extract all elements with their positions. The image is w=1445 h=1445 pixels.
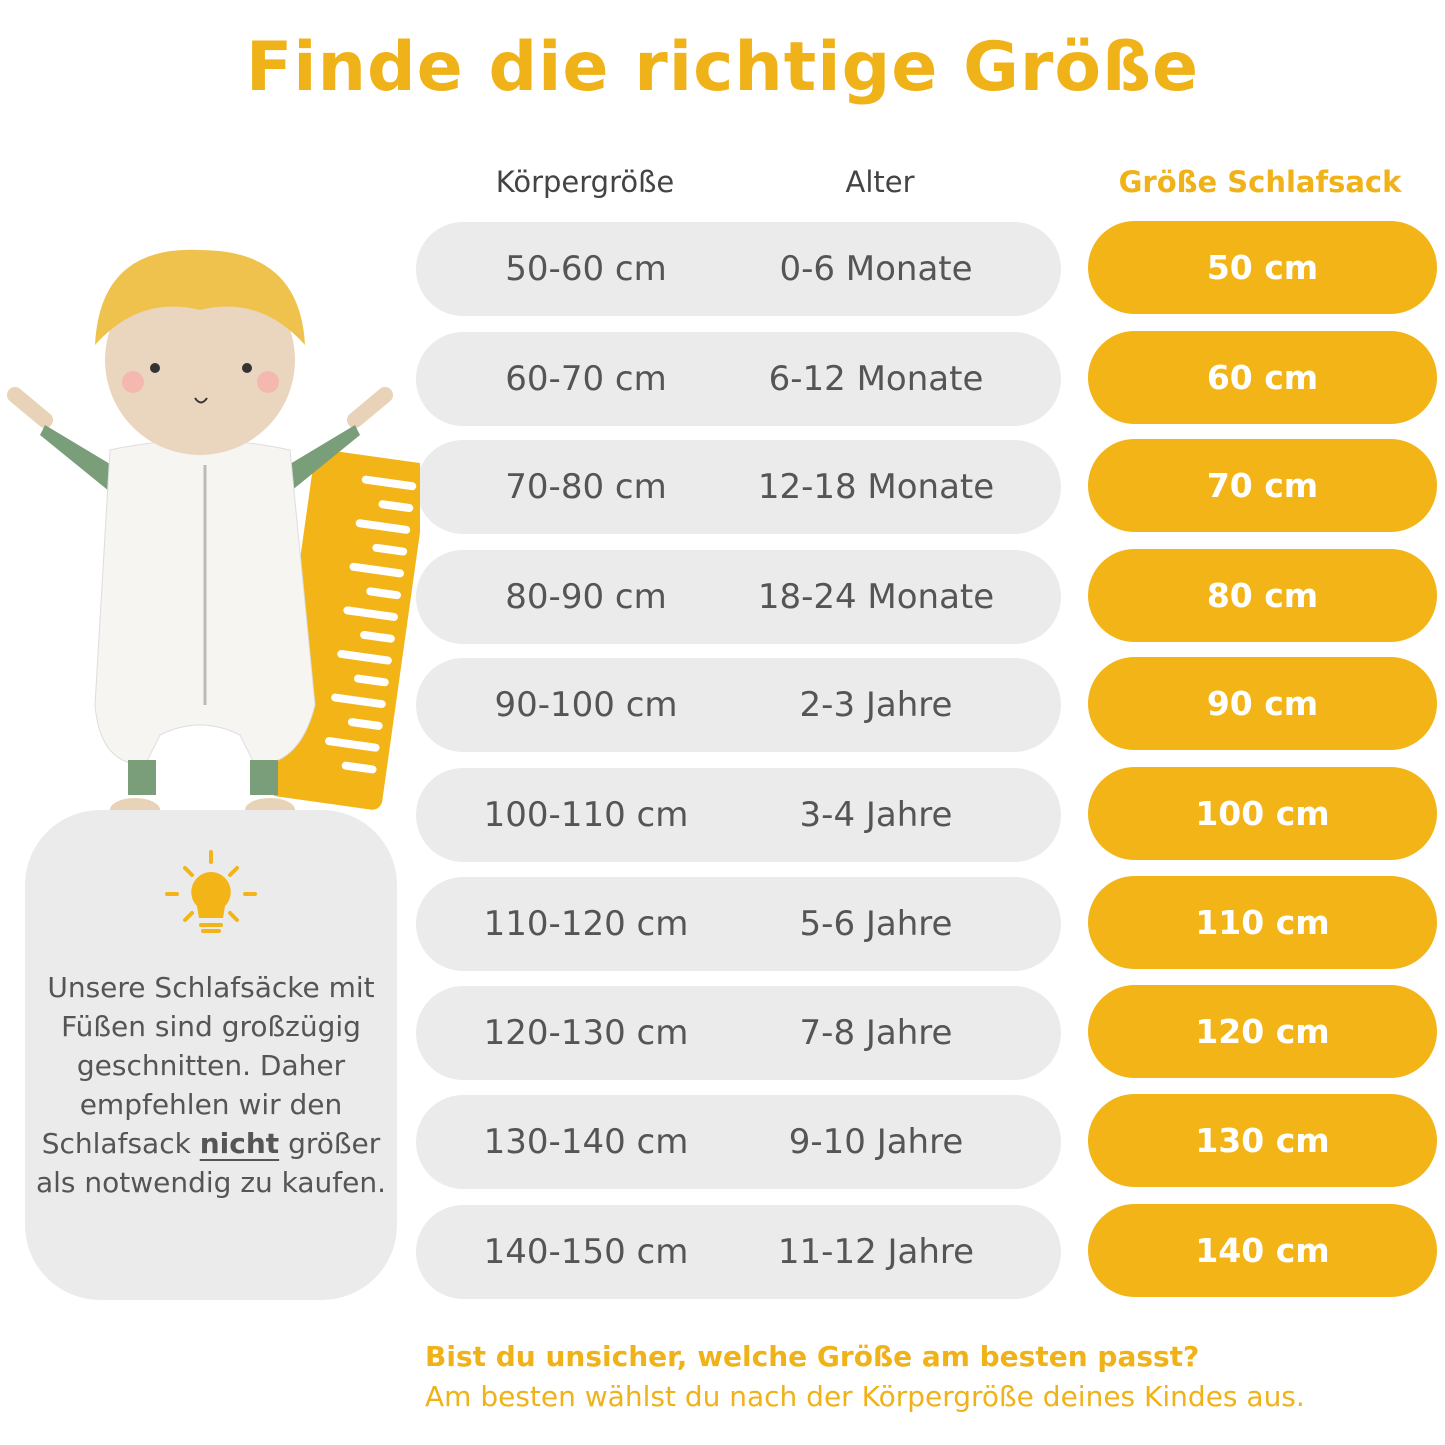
age-cell: 6-12 Monate bbox=[768, 359, 984, 399]
table-row: 130-140 cm 9-10 Jahre bbox=[416, 1095, 1061, 1189]
height-cell: 50-60 cm bbox=[505, 249, 667, 289]
table-row: 100-110 cm 3-4 Jahre bbox=[416, 768, 1061, 862]
age-cell: 7-8 Jahre bbox=[799, 1013, 953, 1053]
header-height: Körpergröße bbox=[495, 165, 675, 199]
size-badge: 120 cm bbox=[1088, 985, 1437, 1078]
header-size: Größe Schlafsack bbox=[1118, 165, 1402, 199]
size-badge: 70 cm bbox=[1088, 439, 1437, 532]
footer-answer: Am besten wählst du nach der Körpergröße… bbox=[425, 1380, 1305, 1413]
size-badge: 80 cm bbox=[1088, 549, 1437, 642]
age-cell: 0-6 Monate bbox=[779, 249, 973, 289]
age-cell: 12-18 Monate bbox=[757, 467, 995, 507]
table-row: 120-130 cm 7-8 Jahre bbox=[416, 986, 1061, 1080]
table-row: 60-70 cm 6-12 Monate bbox=[416, 332, 1061, 426]
age-cell: 9-10 Jahre bbox=[788, 1122, 964, 1162]
height-cell: 120-130 cm bbox=[483, 1013, 689, 1053]
age-cell: 5-6 Jahre bbox=[799, 904, 953, 944]
table-row: 110-120 cm 5-6 Jahre bbox=[416, 877, 1061, 971]
info-text-emphasis: nicht bbox=[199, 1127, 280, 1160]
table-row: 80-90 cm 18-24 Monate bbox=[416, 550, 1061, 644]
age-cell: 11-12 Jahre bbox=[777, 1232, 975, 1272]
info-box: Unsere Schlafsäcke mit Füßen sind großzü… bbox=[25, 810, 397, 1300]
size-badge: 130 cm bbox=[1088, 1094, 1437, 1187]
size-badge: 100 cm bbox=[1088, 767, 1437, 860]
info-text: Unsere Schlafsäcke mit Füßen sind großzü… bbox=[25, 968, 397, 1202]
height-cell: 100-110 cm bbox=[483, 795, 689, 835]
height-cell: 110-120 cm bbox=[483, 904, 689, 944]
lightbulb-icon bbox=[165, 850, 257, 933]
size-badge: 60 cm bbox=[1088, 331, 1437, 424]
height-cell: 80-90 cm bbox=[505, 577, 667, 617]
table-row: 140-150 cm 11-12 Jahre bbox=[416, 1205, 1061, 1299]
age-cell: 3-4 Jahre bbox=[799, 795, 953, 835]
info-text-after: größer als notwendig zu kaufen. bbox=[35, 1127, 387, 1199]
footer-question: Bist du unsicher, welche Größe am besten… bbox=[425, 1340, 1200, 1373]
height-cell: 130-140 cm bbox=[483, 1122, 689, 1162]
table-row: 70-80 cm 12-18 Monate bbox=[416, 440, 1061, 534]
height-cell: 60-70 cm bbox=[505, 359, 667, 399]
page-title: Finde die richtige Größe bbox=[245, 28, 1200, 107]
child-illustration bbox=[7, 249, 420, 822]
size-badge: 90 cm bbox=[1088, 657, 1437, 750]
size-badge: 50 cm bbox=[1088, 221, 1437, 314]
age-cell: 18-24 Monate bbox=[757, 577, 995, 617]
header-age: Alter bbox=[845, 165, 915, 199]
height-cell: 90-100 cm bbox=[494, 685, 678, 725]
info-text-before: Unsere Schlafsäcke mit Füßen sind großzü… bbox=[41, 971, 375, 1160]
height-cell: 140-150 cm bbox=[483, 1232, 689, 1272]
size-badge: 110 cm bbox=[1088, 876, 1437, 969]
table-row: 50-60 cm 0-6 Monate bbox=[416, 222, 1061, 316]
height-cell: 70-80 cm bbox=[505, 467, 667, 507]
table-row: 90-100 cm 2-3 Jahre bbox=[416, 658, 1061, 752]
age-cell: 2-3 Jahre bbox=[799, 685, 953, 725]
size-badge: 140 cm bbox=[1088, 1204, 1437, 1297]
